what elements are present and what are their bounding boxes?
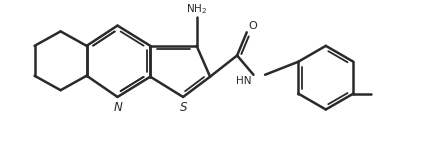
Text: O: O <box>249 21 258 31</box>
Text: N: N <box>114 101 123 114</box>
Text: S: S <box>180 101 188 114</box>
Text: HN: HN <box>236 76 252 86</box>
Text: NH$_2$: NH$_2$ <box>186 2 207 16</box>
